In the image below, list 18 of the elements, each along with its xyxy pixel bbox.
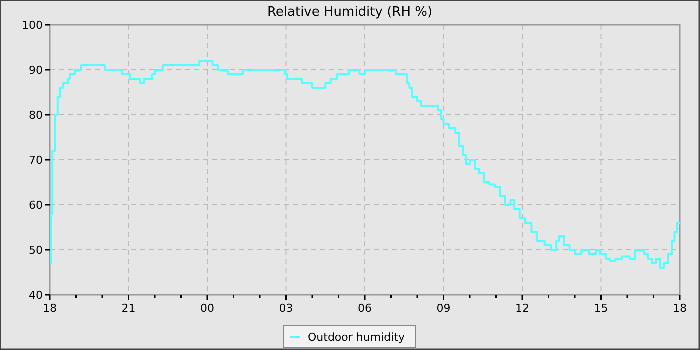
x-tick-label: 12 [516, 302, 530, 315]
x-tick-label: 03 [279, 302, 294, 315]
x-tick-label: 06 [358, 302, 372, 315]
y-tick-label: 40 [29, 289, 43, 302]
y-tick-label: 80 [29, 109, 43, 122]
x-tick-label: 00 [200, 302, 214, 315]
y-tick-label: 50 [29, 244, 43, 257]
y-tick-label: 60 [29, 199, 43, 212]
y-tick-label: 100 [22, 19, 43, 32]
x-tick-label: 09 [436, 302, 451, 315]
x-tick-label: 21 [122, 302, 136, 315]
x-tick-label: 18 [673, 302, 687, 315]
x-tick-label: 18 [43, 302, 57, 315]
x-tick-label: 15 [594, 302, 608, 315]
y-tick-label: 70 [29, 154, 43, 167]
legend-label: Outdoor humidity [308, 331, 406, 344]
chart-title: Relative Humidity (RH %) [267, 5, 433, 20]
y-tick-label: 90 [29, 64, 43, 77]
